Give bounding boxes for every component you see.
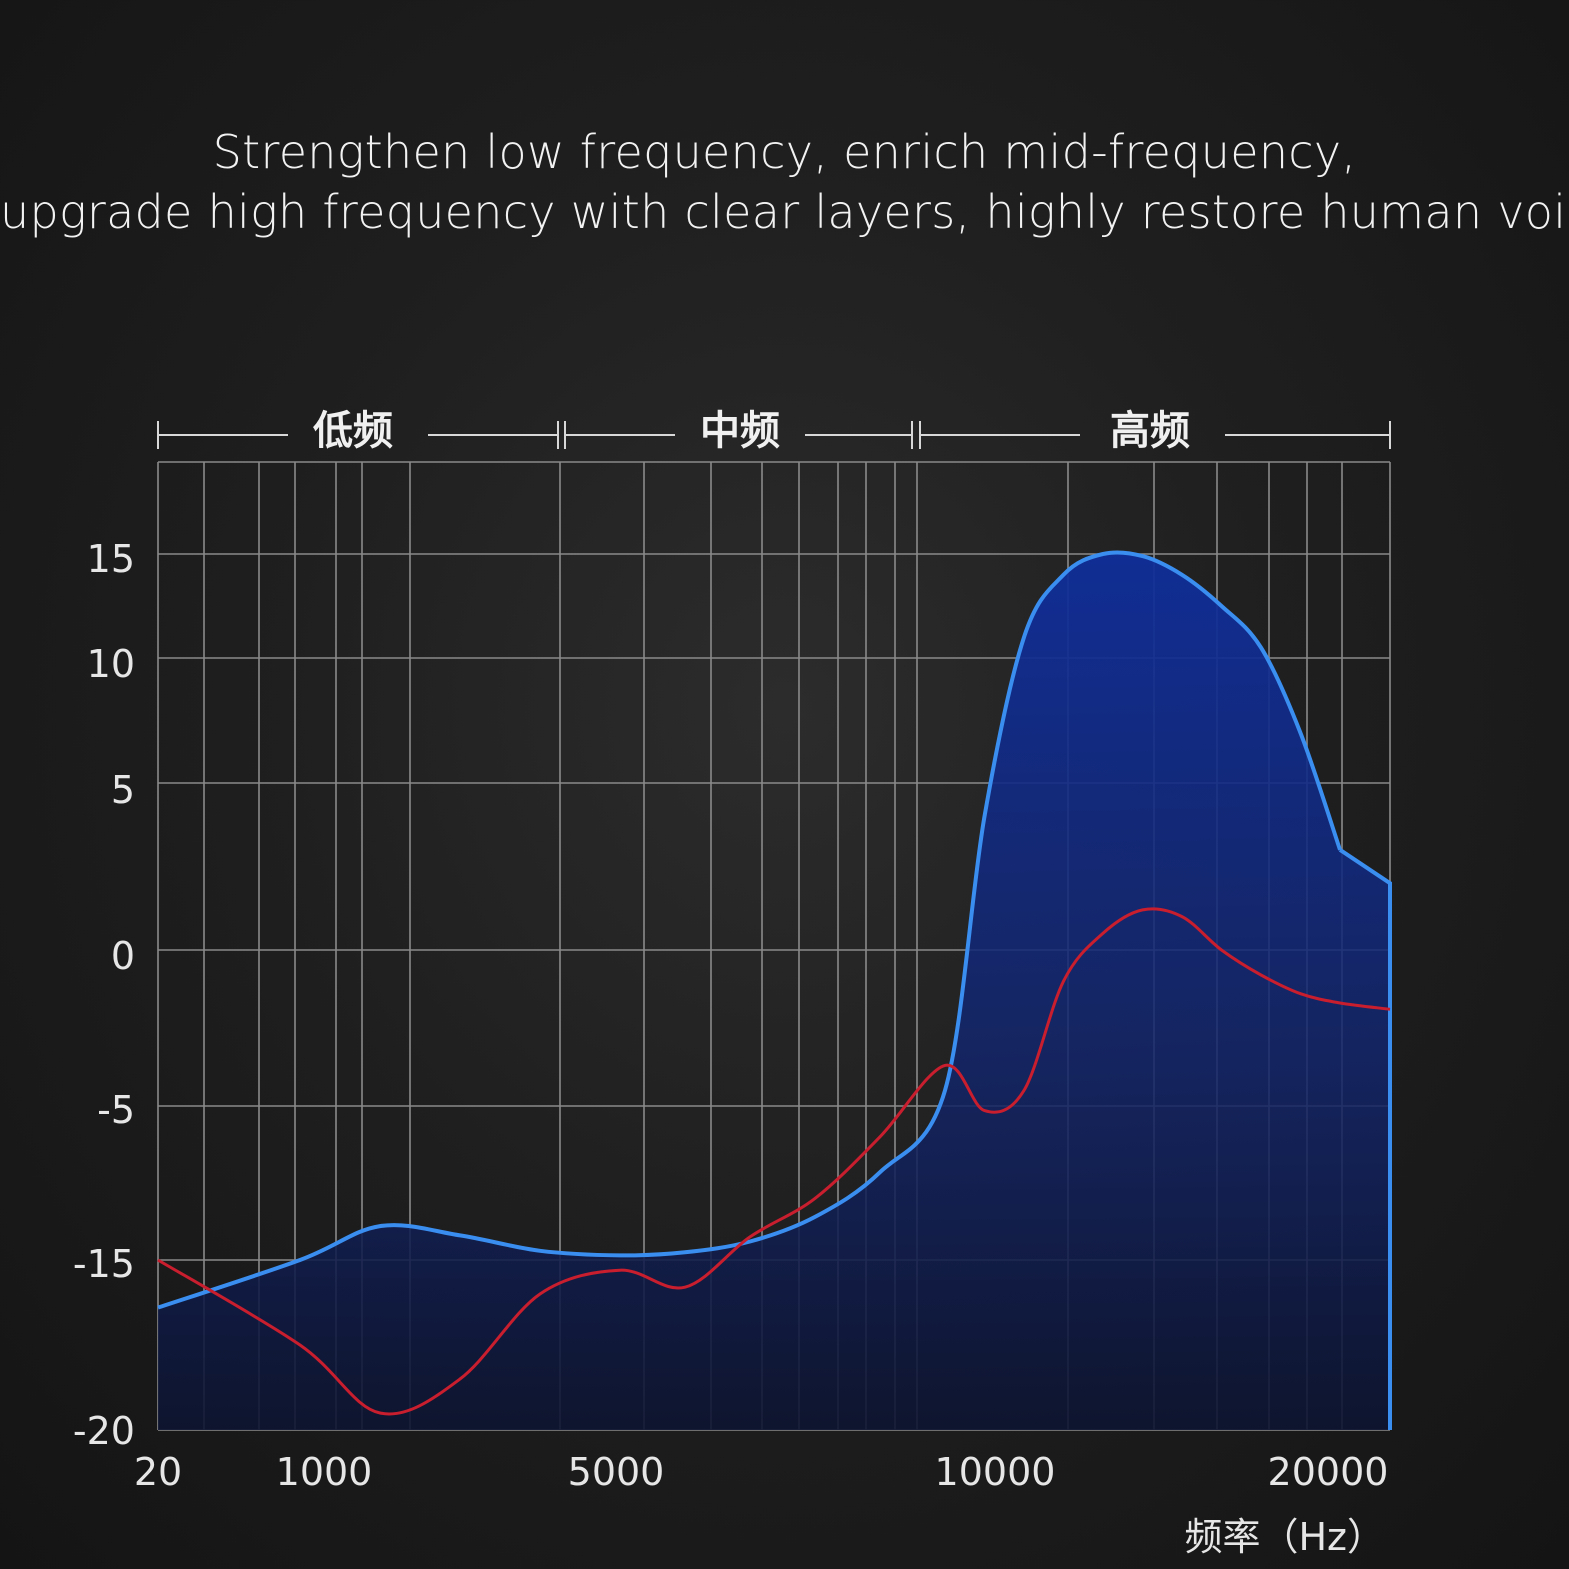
y-tick-label: 0 (111, 934, 135, 978)
x-tick-label: 1000 (276, 1450, 373, 1494)
band-label-low: 低频 (313, 408, 393, 454)
headline: Strengthen low frequency, enrich mid-fre… (0, 122, 1569, 242)
y-tick-label: -5 (97, 1088, 135, 1132)
x-tick-label: 10000 (935, 1450, 1056, 1494)
headline-line-2: upgrade high frequency with clear layers… (0, 185, 1569, 239)
band-label-high: 高频 (1110, 408, 1190, 454)
y-tick-label: 5 (111, 768, 135, 812)
x-tick-label: 20 (134, 1450, 182, 1494)
x-tick-label: 5000 (568, 1450, 665, 1494)
headline-line-1: Strengthen low frequency, enrich mid-fre… (212, 125, 1357, 179)
y-tick-label: -20 (73, 1409, 135, 1453)
band-bracket (157, 421, 1391, 449)
y-tick-label: 15 (87, 537, 135, 581)
x-tick-label: 20000 (1268, 1450, 1389, 1494)
series-blue-area (158, 552, 1390, 1430)
band-label-mid: 中频 (700, 408, 780, 454)
x-axis-title: 频率（Hz） (1184, 1515, 1385, 1559)
series-blue-edge (1338, 848, 1392, 1430)
y-tick-label: 10 (87, 642, 135, 686)
series-red-line (157, 907, 1391, 1416)
y-tick-label: -15 (73, 1242, 135, 1286)
series-blue-line (157, 550, 1342, 1310)
